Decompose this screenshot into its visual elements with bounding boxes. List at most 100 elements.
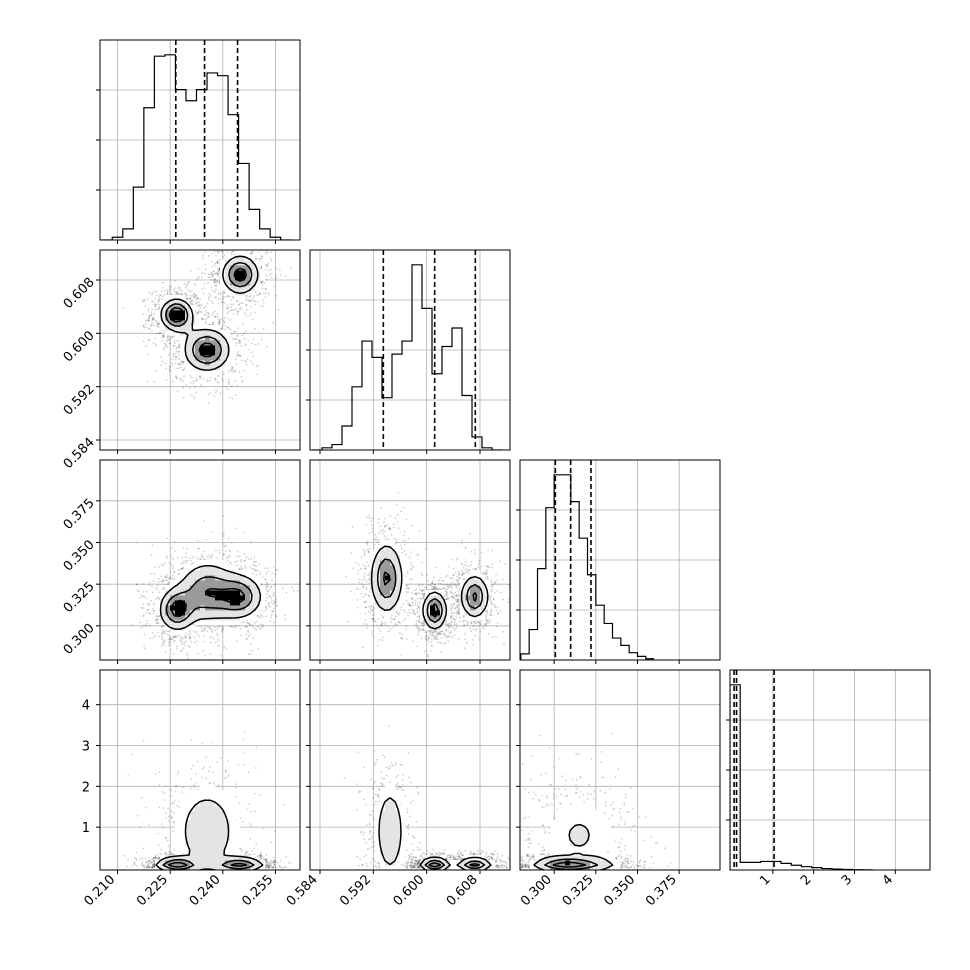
sample-point	[254, 303, 256, 306]
density-cell	[190, 355, 196, 361]
x-tick-label: 1	[757, 872, 773, 888]
sample-point	[240, 567, 243, 569]
sample-point	[158, 565, 160, 568]
sample-point	[254, 564, 257, 567]
sample-point	[227, 317, 230, 320]
sample-point	[227, 383, 230, 385]
sample-point	[264, 287, 267, 290]
sample-point	[284, 618, 287, 621]
sample-point	[232, 241, 234, 243]
sample-point	[180, 377, 183, 380]
sample-point	[232, 338, 234, 340]
sample-point	[257, 343, 260, 345]
sample-point	[207, 296, 210, 299]
sample-point	[175, 376, 177, 379]
sample-point	[230, 368, 233, 371]
density-cell	[160, 325, 166, 331]
density-cell	[235, 250, 241, 256]
sample-point	[136, 589, 139, 592]
sample-point	[145, 597, 148, 600]
sample-point	[166, 292, 169, 295]
sample-point	[214, 278, 217, 280]
sample-point	[202, 630, 205, 633]
sample-point	[180, 292, 183, 295]
sample-point	[154, 304, 157, 307]
sample-point	[141, 298, 144, 301]
sample-point	[247, 635, 250, 638]
sample-point	[272, 609, 275, 612]
sample-point	[200, 385, 203, 388]
sample-point	[156, 584, 159, 586]
sample-point	[215, 550, 218, 552]
sample-point	[169, 576, 172, 579]
sample-point	[218, 282, 221, 285]
density-cell	[210, 330, 216, 336]
sample-point	[177, 358, 180, 361]
sample-point	[218, 552, 221, 554]
sample-point	[152, 607, 154, 610]
sample-point	[210, 278, 212, 281]
sample-point	[261, 298, 264, 301]
sample-point	[154, 337, 157, 340]
sample-point	[166, 346, 169, 349]
sample-point	[208, 554, 211, 557]
sample-point	[157, 323, 160, 325]
sample-point	[256, 569, 258, 572]
density-cell	[200, 330, 206, 336]
sample-point	[217, 262, 219, 264]
density-cell	[220, 280, 226, 286]
sample-point	[152, 316, 154, 319]
x-tick-label: 2	[798, 872, 814, 888]
sample-point	[178, 354, 181, 357]
sample-point	[260, 266, 263, 268]
sample-point	[169, 637, 171, 640]
sample-point	[193, 282, 196, 285]
sample-point	[221, 627, 224, 630]
sample-point	[239, 355, 242, 357]
sample-point	[152, 591, 154, 594]
density-cell	[175, 300, 181, 306]
sample-point	[241, 246, 243, 248]
sample-point	[186, 293, 188, 296]
sample-point	[214, 315, 217, 318]
sample-point	[216, 268, 219, 270]
sample-point	[151, 631, 154, 634]
sample-point	[236, 335, 239, 337]
density-cell	[175, 320, 181, 326]
sample-point	[207, 393, 210, 396]
sample-point	[147, 320, 150, 322]
sample-point	[260, 281, 262, 283]
sample-point	[197, 296, 199, 299]
sample-point	[223, 545, 226, 548]
density-cell	[160, 315, 166, 321]
sample-point	[265, 588, 268, 590]
sample-point	[211, 260, 214, 263]
sample-point	[192, 299, 194, 302]
sample-point	[210, 531, 213, 534]
sample-point	[235, 358, 238, 361]
sample-point	[207, 247, 209, 249]
sample-point	[245, 304, 248, 306]
sample-point	[160, 356, 163, 358]
sample-point	[248, 653, 250, 656]
sample-point	[209, 641, 212, 644]
sample-point	[216, 640, 219, 642]
sample-point	[231, 366, 234, 369]
sample-point	[263, 292, 265, 295]
sample-point	[234, 237, 236, 239]
density-cell	[255, 265, 261, 271]
sample-point	[203, 251, 206, 254]
sample-point	[175, 348, 178, 350]
sample-point	[237, 354, 240, 356]
sample-point	[209, 376, 212, 379]
density-cell	[165, 305, 171, 311]
density-cell	[215, 360, 221, 366]
sample-point	[217, 318, 220, 321]
sample-point	[251, 250, 254, 253]
contour-line	[160, 255, 259, 371]
density-cell	[240, 265, 246, 271]
sample-point	[228, 555, 231, 557]
sample-point	[190, 297, 192, 300]
sample-point	[155, 303, 158, 305]
